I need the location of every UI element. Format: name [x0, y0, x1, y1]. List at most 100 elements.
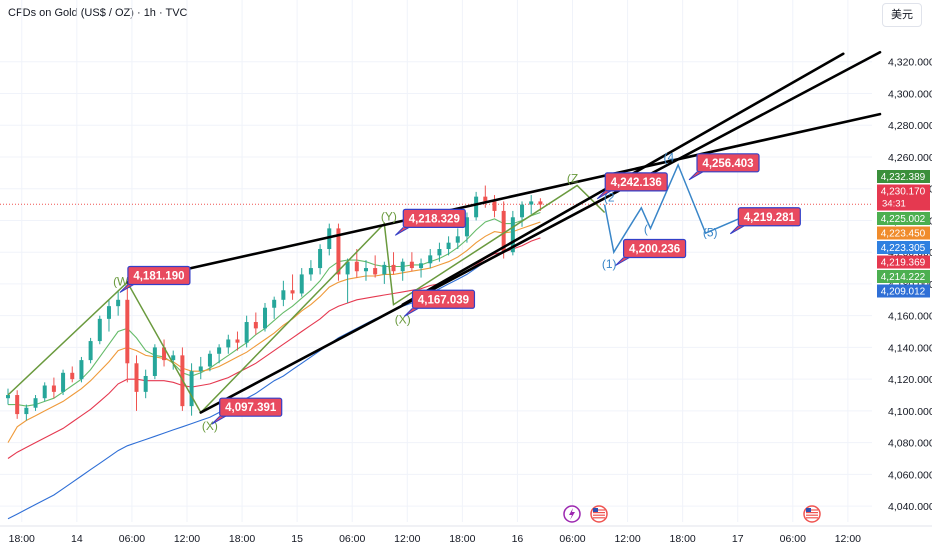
candle-body	[529, 201, 534, 205]
candle-body	[235, 339, 240, 343]
candle-body	[116, 299, 121, 307]
callout-pointer	[596, 190, 612, 200]
y-tick-label: 4,300.000	[888, 88, 932, 100]
price-tag: 4,223.450	[877, 226, 930, 240]
candle-body	[6, 395, 10, 399]
candle-body	[464, 217, 469, 237]
x-tick-label: 06:00	[339, 533, 365, 545]
x-axis: 18:00 14 06:00 12:00 18:00 15 06:00 12:00 18:00 1…	[0, 525, 932, 545]
callout-pointer	[729, 225, 745, 235]
callout-box	[737, 207, 801, 227]
callout-pointer	[404, 307, 419, 317]
candle-body	[143, 375, 148, 392]
candle-body	[217, 347, 222, 354]
wave-label: (5)	[703, 225, 718, 239]
callout-value: 4,256.403	[702, 158, 753, 170]
trendline	[126, 112, 882, 284]
callout-pointer	[119, 284, 135, 293]
price-tag-value: 4,232.389	[881, 172, 926, 183]
y-tick-label: 4,140.000	[888, 342, 932, 354]
candle-body	[318, 249, 323, 269]
wave-label: (Z	[567, 171, 578, 185]
candle-body	[171, 355, 176, 361]
callout-box	[411, 289, 476, 309]
candle-body	[538, 201, 543, 205]
callout-value: 4,181.190	[133, 270, 184, 282]
callout-pointer	[688, 171, 704, 181]
candle-body	[492, 201, 497, 211]
lightning-event-icon[interactable]	[563, 505, 581, 523]
candle-body	[33, 398, 38, 408]
candle-body	[290, 290, 295, 294]
countdown-text: 34:31	[882, 199, 906, 210]
x-tick-label: 17	[732, 533, 744, 545]
y-tick-label: 4,120.000	[888, 374, 932, 386]
candle-body	[345, 261, 350, 275]
currency-button[interactable]: 美元	[882, 3, 922, 27]
candle-body	[428, 255, 433, 264]
callout-value: 4,219.281	[744, 212, 796, 224]
callout-box	[604, 172, 668, 192]
candle-body	[51, 385, 56, 392]
callout-value: 4,242.136	[611, 177, 662, 189]
x-tick-label: 18:00	[9, 533, 35, 545]
price-tag-value: 4,230.170	[881, 187, 926, 198]
price-tag-value: 4,223.305	[881, 243, 926, 254]
callout-box	[219, 397, 283, 417]
candle-body	[70, 372, 75, 380]
price-tag: 4,214.222	[877, 270, 930, 283]
candle-body	[207, 353, 212, 367]
y-tick-label: 4,100.000	[888, 406, 932, 418]
price-tag-value: 4,209.012	[881, 287, 926, 298]
candle-body	[263, 307, 268, 329]
y-tick-label: 4,040.000	[888, 501, 932, 513]
price-tag-bg	[877, 284, 930, 298]
us-flag-event-icon[interactable]	[590, 505, 608, 523]
x-tick-label: 12:00	[835, 533, 861, 545]
price-tag: 4,209.012	[877, 284, 930, 298]
price-tag-bg	[877, 270, 930, 283]
candle-body	[189, 371, 194, 407]
candle-body	[152, 347, 157, 376]
price-tag-value: 4,219.369	[881, 258, 926, 269]
x-tick-label: 18:00	[229, 533, 255, 545]
candle-body	[272, 299, 277, 308]
callout-pointer	[394, 226, 410, 236]
wave-label: (Y)	[381, 209, 397, 223]
callout-box	[696, 153, 760, 173]
us-flag-event-icon[interactable]	[803, 505, 821, 523]
candle-body	[419, 263, 424, 269]
candle-body	[88, 341, 93, 361]
x-tick-label: 16	[512, 533, 524, 545]
candle-body	[520, 204, 525, 218]
callout-value: 4,200.236	[629, 243, 680, 255]
price-callout: 4,256.403	[688, 153, 760, 181]
wave-label: (X)	[395, 313, 411, 327]
event-icons	[563, 505, 821, 523]
x-tick-label: 12:00	[394, 533, 420, 545]
candle-body	[134, 363, 139, 392]
callout-box	[402, 208, 466, 228]
candle-body	[253, 322, 258, 329]
moving-average-line	[7, 232, 541, 520]
y-tick-label: 4,160.000	[888, 311, 932, 323]
price-tag-bg	[877, 212, 930, 225]
y-tick-label: 4,260.000	[888, 152, 932, 164]
candle-body	[446, 242, 451, 250]
candle-body	[336, 228, 341, 275]
callout-box	[127, 265, 191, 286]
price-tag: 4,223.305	[877, 241, 930, 254]
candle-body	[299, 274, 304, 294]
candle-body	[281, 290, 286, 300]
candle-body	[106, 306, 111, 319]
wave-label: (1)	[602, 257, 617, 271]
wave-lines	[7, 162, 743, 414]
moving-averages	[7, 211, 541, 520]
candle-body	[391, 264, 396, 272]
candle-body	[61, 372, 66, 392]
price-callout: 4,218.329	[394, 208, 466, 236]
candle-body	[97, 318, 102, 342]
wave-label: (2	[604, 190, 615, 204]
